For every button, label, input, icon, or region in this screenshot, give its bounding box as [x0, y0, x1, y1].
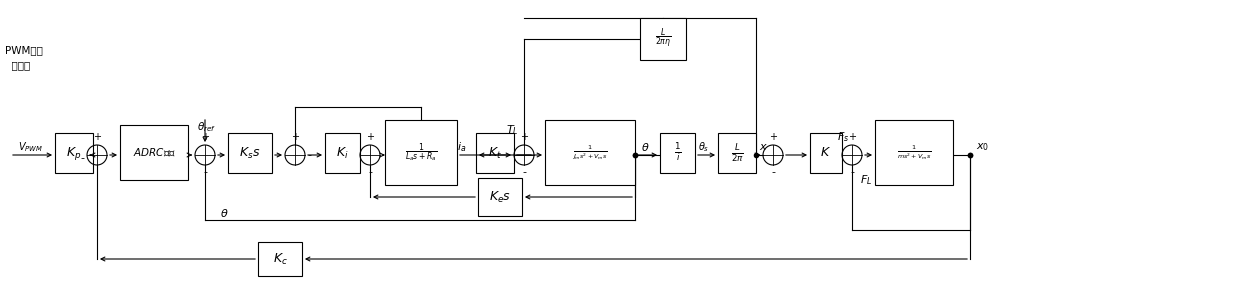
Bar	[476, 133, 515, 173]
Text: -: -	[522, 167, 526, 177]
Text: -: -	[81, 153, 84, 163]
Text: -: -	[203, 167, 207, 177]
Text: -: -	[771, 167, 775, 177]
Text: +: +	[93, 132, 100, 142]
Text: $\theta_{ref}$: $\theta_{ref}$	[197, 120, 217, 134]
Text: $\frac{1}{J_m s^2+V_m s}$: $\frac{1}{J_m s^2+V_m s}$	[572, 143, 608, 162]
Text: $K_t$: $K_t$	[489, 145, 502, 161]
Bar	[640, 18, 686, 60]
Text: $\theta$: $\theta$	[641, 141, 650, 153]
Text: +: +	[520, 132, 528, 142]
Bar	[477, 178, 522, 216]
Text: +: +	[769, 132, 777, 142]
Text: $F_s$: $F_s$	[837, 130, 849, 144]
Text: +: +	[848, 132, 856, 142]
Text: $x$: $x$	[759, 142, 768, 152]
Text: +: +	[201, 132, 210, 142]
Text: $K_i$: $K_i$	[336, 145, 348, 161]
Text: $K_c$: $K_c$	[273, 251, 288, 267]
Text: $x_0$: $x_0$	[976, 141, 990, 153]
Text: $\frac{1}{L_a s+R_a}$: $\frac{1}{L_a s+R_a}$	[404, 141, 438, 164]
Text: $K_e s$: $K_e s$	[489, 190, 511, 205]
Text: 脉冲数: 脉冲数	[5, 60, 30, 70]
Text: PWM信号: PWM信号	[5, 45, 43, 55]
Text: $K$: $K$	[821, 146, 832, 159]
Text: $K_p$: $K_p$	[66, 144, 82, 161]
Bar	[384, 120, 458, 185]
Text: $\frac{L}{2\pi}$: $\frac{L}{2\pi}$	[730, 142, 744, 164]
Text: $\frac{1}{ms^2+V_m s}$: $\frac{1}{ms^2+V_m s}$	[897, 143, 931, 162]
Text: $V_{PWM}$: $V_{PWM}$	[19, 140, 43, 154]
Bar	[55, 133, 93, 173]
Text: $\theta_s$: $\theta_s$	[698, 140, 709, 154]
Text: +: +	[366, 132, 374, 142]
Bar	[120, 125, 188, 180]
Text: $T_L$: $T_L$	[506, 123, 518, 137]
Text: $\theta$: $\theta$	[219, 207, 228, 219]
Bar	[258, 242, 303, 276]
Text: -: -	[308, 150, 311, 160]
Bar	[228, 133, 272, 173]
Text: +: +	[291, 132, 299, 142]
Text: $ADRC$控制: $ADRC$控制	[133, 146, 175, 159]
Text: -: -	[368, 167, 372, 177]
Text: $K_s s$: $K_s s$	[239, 145, 260, 161]
Bar	[875, 120, 954, 185]
Text: $F_L$: $F_L$	[861, 173, 872, 187]
Bar	[718, 133, 756, 173]
Text: $i_a$: $i_a$	[458, 140, 466, 154]
Bar	[546, 120, 635, 185]
Bar	[660, 133, 694, 173]
Bar	[325, 133, 360, 173]
Bar	[810, 133, 842, 173]
Text: -: -	[849, 167, 854, 177]
Text: $\frac{1}{i}$: $\frac{1}{i}$	[673, 142, 681, 164]
Text: $\frac{L}{2\pi\eta}$: $\frac{L}{2\pi\eta}$	[655, 27, 671, 51]
